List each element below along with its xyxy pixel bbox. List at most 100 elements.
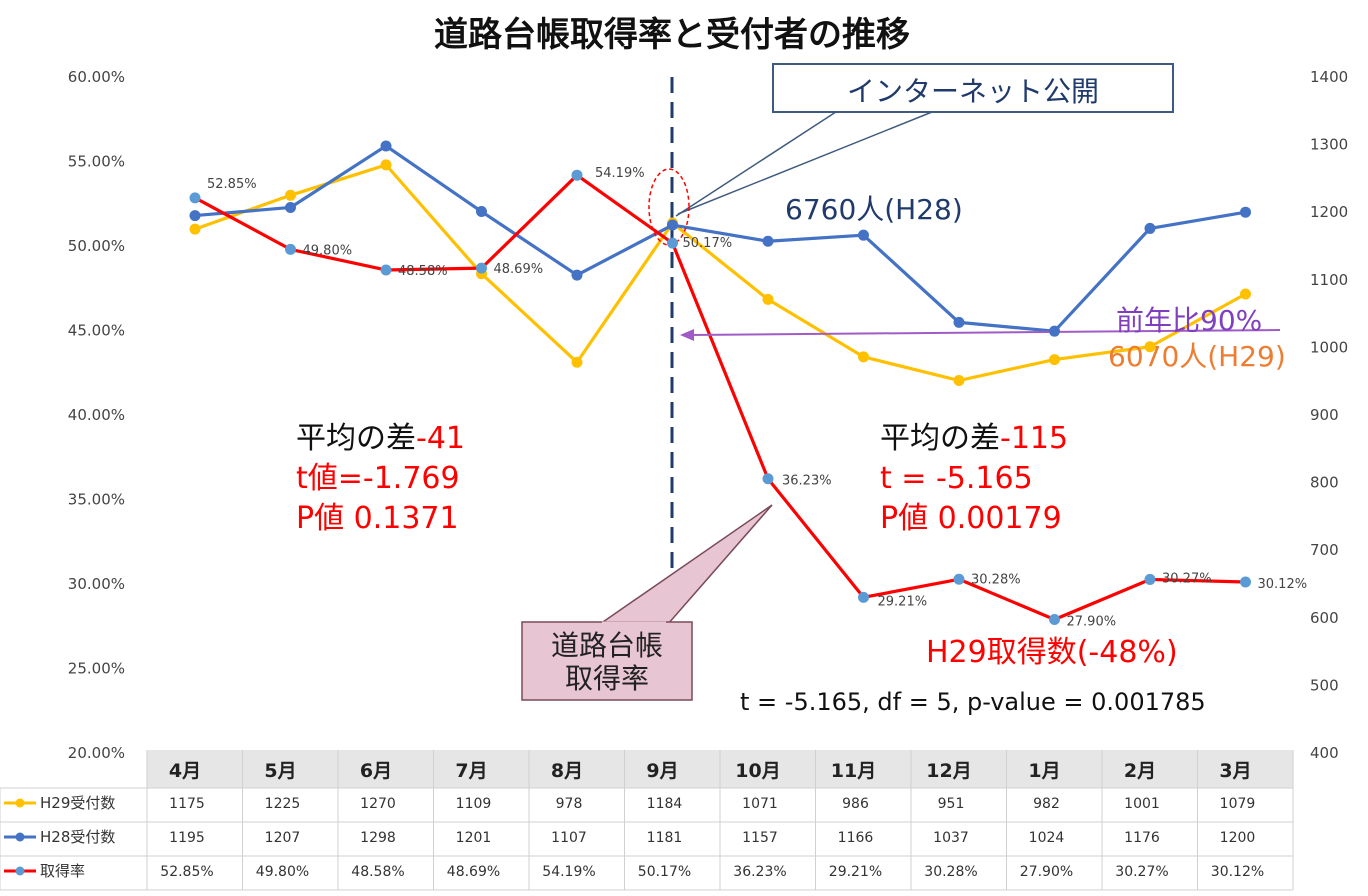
table-cell: 30.28% bbox=[924, 864, 977, 880]
y-right-tick-label: 1300 bbox=[1310, 136, 1348, 154]
table-header-cell: 6月 bbox=[360, 760, 392, 782]
series-1-point bbox=[1049, 325, 1060, 337]
series-1-point bbox=[858, 229, 869, 241]
callout-box bbox=[521, 621, 693, 701]
right-stats-line1: 平均の差-115 bbox=[880, 421, 1068, 456]
rate-data-label: 54.19% bbox=[595, 166, 645, 181]
table-header-cell: 10月 bbox=[735, 760, 780, 782]
table-cell: 36.23% bbox=[733, 864, 786, 880]
axes: 60.00% 55.00% 50.00% 45.00% 40.00% 35.00% 30.0… bbox=[68, 68, 1348, 762]
y-right-tick-label: 1000 bbox=[1310, 338, 1348, 356]
y-left-tick-label: 40.00% bbox=[68, 406, 125, 424]
series-2-point bbox=[476, 262, 487, 274]
table-header-cell: 2月 bbox=[1124, 760, 1156, 782]
rate-data-label: 30.27% bbox=[1162, 571, 1212, 586]
series-1-point bbox=[762, 235, 774, 247]
y-right-tick-label: 1100 bbox=[1310, 271, 1348, 289]
series-0-point bbox=[762, 293, 774, 305]
table-cell: 1181 bbox=[647, 830, 683, 846]
series-2-point bbox=[1144, 573, 1156, 585]
yoy-arrow-head bbox=[680, 329, 694, 341]
y-left-tick-label: 35.00% bbox=[68, 491, 125, 509]
internet-arrow-line bbox=[677, 107, 943, 215]
series-line-1 bbox=[194, 144, 1246, 333]
table-cell: 30.12% bbox=[1211, 864, 1264, 880]
y-right-tick-label: 1200 bbox=[1310, 203, 1348, 221]
series-1-point bbox=[1240, 206, 1251, 218]
series-2-point bbox=[1240, 576, 1251, 588]
series-0-point bbox=[1144, 341, 1156, 353]
series-points bbox=[189, 140, 1251, 625]
y-left-tick-label: 55.00% bbox=[68, 153, 125, 171]
table-cell: 1107 bbox=[551, 830, 587, 846]
series-2-point bbox=[1049, 613, 1060, 625]
table-header-cell: 11月 bbox=[831, 760, 876, 782]
rate-data-label: 48.58% bbox=[398, 264, 448, 279]
series-1-point bbox=[667, 219, 678, 231]
rate-data-label: 50.17% bbox=[683, 236, 733, 251]
y-left-tick-label: 25.00% bbox=[68, 660, 125, 678]
legend-series-name: H29受付数 bbox=[40, 794, 115, 812]
series-line-0 bbox=[194, 163, 1247, 383]
series-0-point bbox=[1240, 288, 1251, 300]
table-cell: 1298 bbox=[360, 830, 396, 846]
series-0-point bbox=[858, 351, 869, 363]
rate-data-label: 29.21% bbox=[878, 594, 928, 609]
table-cell: 1201 bbox=[456, 830, 492, 846]
series-2-point bbox=[285, 243, 296, 255]
series-1-point bbox=[953, 316, 965, 328]
h29-total-label: 6070人(H29) bbox=[1108, 340, 1286, 373]
rate-data-label: 30.12% bbox=[1258, 577, 1308, 592]
table-cell: 1175 bbox=[169, 796, 205, 812]
y-right-tick-label: 800 bbox=[1310, 474, 1339, 492]
callout-pointer bbox=[597, 504, 773, 625]
yoy-label: 前年比90% bbox=[1116, 304, 1262, 337]
series-0-point bbox=[189, 223, 201, 235]
table-cell: 54.19% bbox=[542, 864, 595, 880]
table-cell: 1200 bbox=[1220, 830, 1256, 846]
table-cell: 1195 bbox=[169, 830, 205, 846]
table-cell: 27.90% bbox=[1020, 864, 1073, 880]
table-cell: 1166 bbox=[838, 830, 874, 846]
rate-data-label: 52.85% bbox=[207, 177, 257, 192]
internet-box-label: インターネット公開 bbox=[847, 75, 1099, 108]
table-cell: 1270 bbox=[360, 796, 396, 812]
annotations: インターネット公開6760人(H28)前年比90%6070人(H29)平均の差-… bbox=[296, 63, 1286, 716]
y-right-tick-label: 700 bbox=[1310, 541, 1339, 559]
table-header-cell: 4月 bbox=[169, 760, 201, 782]
legend-key-marker bbox=[15, 832, 25, 842]
y-left-tick-label: 50.00% bbox=[68, 237, 125, 255]
table-cell: 48.58% bbox=[351, 864, 404, 880]
rate-data-label: 30.28% bbox=[971, 572, 1021, 587]
table-cell: 1207 bbox=[265, 830, 301, 846]
series-2-point bbox=[953, 573, 965, 585]
series-line-2 bbox=[194, 173, 1246, 622]
series-lines bbox=[194, 144, 1247, 622]
y-right-tick-label: 1400 bbox=[1310, 68, 1348, 86]
table-cell: 49.80% bbox=[256, 864, 309, 880]
y-left-tick-label: 60.00% bbox=[68, 68, 125, 86]
table-header-cell: 12月 bbox=[926, 760, 971, 782]
table-cell: 951 bbox=[938, 796, 965, 812]
table-cell: 986 bbox=[842, 796, 869, 812]
table-cell: 48.69% bbox=[447, 864, 500, 880]
series-2-point bbox=[858, 591, 869, 603]
y-left-tick-label: 20.00% bbox=[68, 744, 125, 762]
table-cell: 978 bbox=[556, 796, 583, 812]
internet-arrow-line bbox=[675, 107, 843, 217]
rate-data-label: 36.23% bbox=[782, 474, 832, 489]
series-1-point bbox=[285, 201, 296, 213]
series-1-point bbox=[571, 269, 583, 281]
legend-series-name: H28受付数 bbox=[40, 828, 115, 846]
rate-data-label: 49.80% bbox=[303, 243, 353, 258]
left-stats-p: P値 0.1371 bbox=[296, 501, 459, 536]
rate-data-label: 27.90% bbox=[1067, 614, 1117, 629]
left-stats-label: 平均の差 bbox=[296, 421, 416, 456]
series-2-point bbox=[571, 169, 583, 181]
table-cell: 1001 bbox=[1124, 796, 1160, 812]
left-stats-t: t値=-1.769 bbox=[296, 461, 460, 496]
y-left-tick-label: 45.00% bbox=[68, 322, 125, 340]
internet-box bbox=[772, 63, 1174, 113]
series-0-point bbox=[1049, 354, 1060, 366]
table-header-cell: 7月 bbox=[455, 760, 487, 782]
